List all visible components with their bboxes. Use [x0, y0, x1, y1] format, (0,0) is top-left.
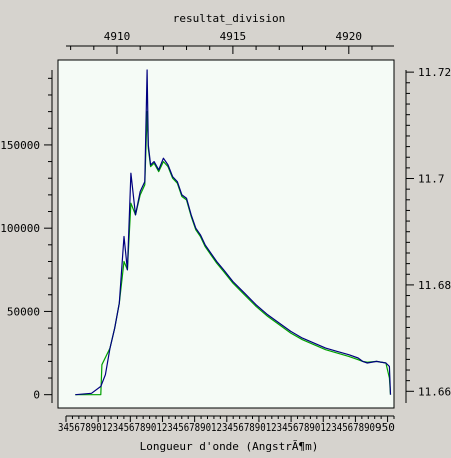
left-axis-tick-label: 0 — [33, 389, 40, 402]
chart-title: resultat_division — [173, 12, 286, 25]
plot-area — [57, 59, 395, 409]
left-axis-tick-label: 150000 — [0, 139, 40, 152]
series-line — [75, 69, 392, 396]
left-axis-tick-label: 100000 — [0, 222, 40, 235]
right-axis-tick-label: 11.7 — [418, 173, 445, 186]
top-axis-tick-label: 4910 — [104, 30, 131, 43]
chart-marks: 4910 4915 4920 0 50000 100000 150000 11.66 11.68… — [0, 30, 451, 422]
bottom-tick-labels: 3456789012345678901234567890123456789012… — [58, 421, 375, 434]
bottom-last-tick-label: 950 — [375, 421, 395, 434]
right-axis-tick-label: 11.72 — [418, 66, 451, 79]
left-axis-tick-label: 50000 — [7, 305, 40, 318]
x-axis-title: Longueur d'onde (AngstrÃ¶m) — [140, 440, 319, 453]
top-axis-tick-label: 4915 — [220, 30, 247, 43]
top-axis-tick-label: 4920 — [336, 30, 363, 43]
right-axis-tick-label: 11.66 — [418, 385, 451, 398]
right-axis-tick-label: 11.68 — [418, 279, 451, 292]
